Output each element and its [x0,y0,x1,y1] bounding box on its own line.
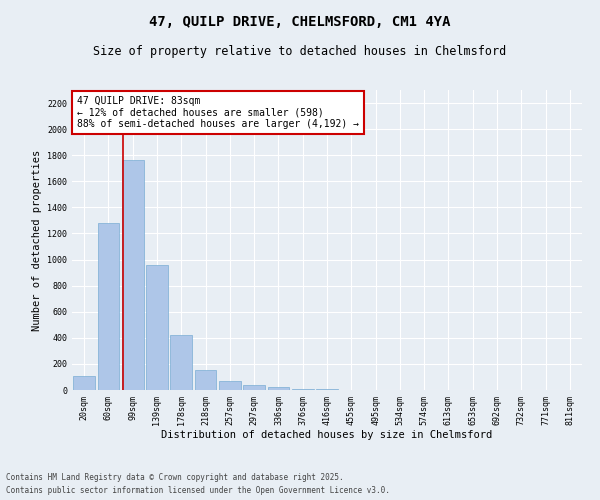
Bar [73,376,95,390]
Text: Contains public sector information licensed under the Open Government Licence v3: Contains public sector information licen… [6,486,390,495]
Text: 47 QUILP DRIVE: 83sqm
← 12% of detached houses are smaller (598)
88% of semi-det: 47 QUILP DRIVE: 83sqm ← 12% of detached … [77,96,359,129]
Bar [292,388,314,390]
Text: Size of property relative to detached houses in Chelmsford: Size of property relative to detached ho… [94,45,506,58]
Bar [268,388,289,390]
Bar [97,223,119,390]
Bar [146,265,168,390]
Y-axis label: Number of detached properties: Number of detached properties [32,150,41,330]
Text: Contains HM Land Registry data © Crown copyright and database right 2025.: Contains HM Land Registry data © Crown c… [6,474,344,482]
Text: 47, QUILP DRIVE, CHELMSFORD, CM1 4YA: 47, QUILP DRIVE, CHELMSFORD, CM1 4YA [149,15,451,29]
Bar [122,160,143,390]
Bar [194,370,217,390]
Bar [170,335,192,390]
Bar [219,381,241,390]
X-axis label: Distribution of detached houses by size in Chelmsford: Distribution of detached houses by size … [161,430,493,440]
Bar [243,386,265,390]
